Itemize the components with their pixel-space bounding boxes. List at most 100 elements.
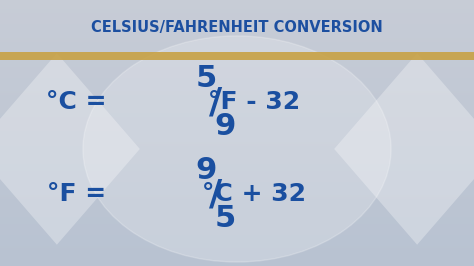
Bar bbox=[0, 93, 474, 95]
Bar bbox=[0, 13, 474, 15]
Bar bbox=[0, 146, 474, 148]
Bar bbox=[0, 171, 474, 173]
Bar bbox=[0, 82, 474, 84]
Bar bbox=[0, 55, 474, 58]
Bar bbox=[0, 160, 474, 162]
Text: 5: 5 bbox=[196, 64, 217, 93]
Bar bbox=[0, 168, 474, 171]
Bar bbox=[0, 186, 474, 188]
Bar bbox=[0, 261, 474, 264]
Bar bbox=[0, 42, 474, 44]
Bar bbox=[0, 102, 474, 104]
Bar bbox=[0, 33, 474, 35]
Bar bbox=[0, 180, 474, 182]
Bar bbox=[0, 237, 474, 239]
Bar bbox=[0, 122, 474, 124]
Bar bbox=[0, 257, 474, 259]
Bar bbox=[0, 184, 474, 186]
Bar bbox=[0, 44, 474, 47]
Bar bbox=[0, 155, 474, 157]
Bar bbox=[0, 131, 474, 133]
Bar bbox=[0, 35, 474, 38]
Bar bbox=[0, 200, 474, 202]
Bar bbox=[0, 153, 474, 155]
Text: °C =: °C = bbox=[46, 90, 115, 114]
Bar bbox=[0, 235, 474, 237]
Bar bbox=[0, 259, 474, 261]
Bar bbox=[0, 66, 474, 69]
Bar bbox=[0, 177, 474, 180]
Text: °F - 32: °F - 32 bbox=[208, 90, 300, 114]
Bar bbox=[0, 173, 474, 175]
Bar bbox=[0, 217, 474, 219]
Bar bbox=[0, 111, 474, 113]
Bar bbox=[0, 73, 474, 75]
Bar bbox=[0, 162, 474, 164]
Bar bbox=[0, 115, 474, 118]
Bar bbox=[0, 78, 474, 80]
Bar bbox=[0, 38, 474, 40]
Bar bbox=[0, 138, 474, 140]
Bar bbox=[0, 264, 474, 266]
Bar bbox=[0, 144, 474, 146]
Bar bbox=[0, 18, 474, 20]
Bar bbox=[0, 15, 474, 18]
Bar bbox=[0, 27, 474, 29]
Bar bbox=[0, 104, 474, 106]
Bar bbox=[0, 64, 474, 66]
Bar bbox=[0, 100, 474, 102]
Bar bbox=[0, 2, 474, 5]
Text: °C + 32: °C + 32 bbox=[201, 182, 306, 206]
Bar bbox=[0, 106, 474, 109]
Bar bbox=[0, 135, 474, 138]
Bar bbox=[0, 246, 474, 248]
Bar bbox=[0, 251, 474, 253]
Bar bbox=[0, 226, 474, 228]
Bar bbox=[0, 231, 474, 233]
Bar bbox=[0, 202, 474, 204]
Bar bbox=[0, 142, 474, 144]
Text: °F =: °F = bbox=[46, 182, 115, 206]
Bar bbox=[0, 166, 474, 168]
Polygon shape bbox=[334, 53, 474, 245]
Bar bbox=[0, 52, 474, 60]
Bar bbox=[0, 0, 474, 2]
Bar bbox=[0, 118, 474, 120]
Bar bbox=[0, 233, 474, 235]
Bar bbox=[0, 31, 474, 33]
Bar bbox=[0, 242, 474, 244]
Bar bbox=[0, 58, 474, 60]
Bar bbox=[0, 113, 474, 115]
Bar bbox=[0, 84, 474, 86]
Bar bbox=[0, 95, 474, 98]
Bar bbox=[0, 62, 474, 64]
Bar bbox=[0, 206, 474, 208]
Bar bbox=[0, 69, 474, 71]
Bar bbox=[0, 53, 474, 55]
Ellipse shape bbox=[83, 36, 391, 262]
Text: 9: 9 bbox=[195, 156, 217, 185]
Bar bbox=[0, 51, 474, 53]
Bar bbox=[0, 86, 474, 89]
Text: 5: 5 bbox=[215, 203, 236, 233]
Bar bbox=[0, 148, 474, 151]
Text: /: / bbox=[209, 85, 222, 119]
Bar bbox=[0, 124, 474, 126]
Bar bbox=[0, 193, 474, 195]
Bar bbox=[0, 228, 474, 231]
Bar bbox=[0, 9, 474, 11]
Bar bbox=[0, 75, 474, 78]
Bar bbox=[0, 197, 474, 200]
Bar bbox=[0, 140, 474, 142]
Bar bbox=[0, 24, 474, 27]
Bar bbox=[0, 133, 474, 135]
Bar bbox=[0, 91, 474, 93]
Bar bbox=[0, 224, 474, 226]
Bar bbox=[0, 195, 474, 197]
Bar bbox=[0, 22, 474, 24]
Bar bbox=[0, 120, 474, 122]
Bar bbox=[0, 80, 474, 82]
Text: 9: 9 bbox=[214, 112, 236, 141]
Bar bbox=[0, 40, 474, 42]
Bar bbox=[0, 191, 474, 193]
